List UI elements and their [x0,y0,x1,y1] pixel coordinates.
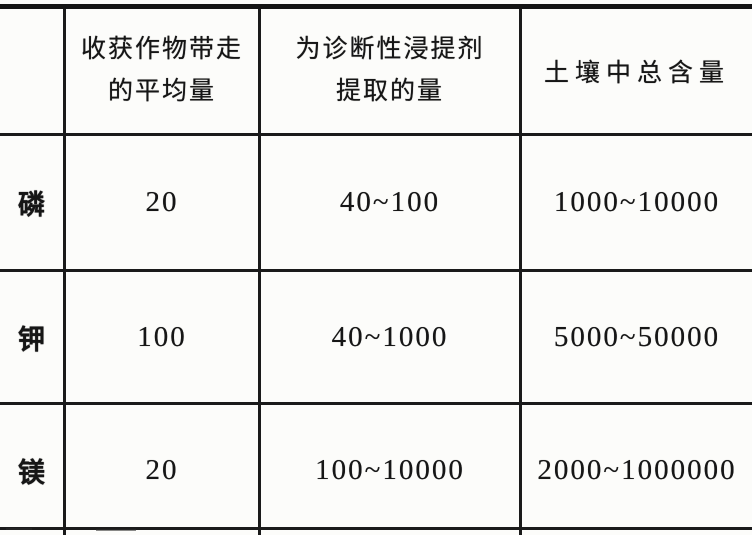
value-text: 2000~1000000 [537,453,737,486]
element-symbol: 镁 [18,457,45,488]
value-text: 20 [145,186,179,218]
value-text: 40~1000 [331,320,449,353]
scan-artifact [6,528,32,530]
scan-artifact [96,529,136,531]
element-symbol: 钾 [18,324,45,355]
value-text: 100 [137,320,187,353]
scan-artifact [64,440,66,500]
header-cell-empty [0,9,66,136]
soil-nutrient-table: 收获作物带走 的平均量 为诊断性浸提剂 提取的量 土壤中总含量 磷 20 40~… [0,4,752,535]
row-label-magnesium: 镁 [0,405,66,535]
value-text: 5000~50000 [553,320,721,353]
value-text: 100~10000 [315,453,465,486]
potassium-extractant-value: 40~1000 [261,272,522,405]
magnesium-total-value: 2000~1000000 [522,405,752,535]
element-symbol: 磷 [18,190,45,220]
phosphorus-avg-removed-value: 20 [66,136,261,272]
phosphorus-extractant-value: 40~100 [261,136,522,272]
header-total-in-soil-label: 土壤中总含量 [543,60,730,87]
header-avg-removed-line1: 收获作物带走 [80,36,243,63]
header-extractant-line1: 为诊断性浸提剂 [295,36,485,63]
phosphorus-total-value: 1000~10000 [522,136,752,272]
header-cell-extractant: 为诊断性浸提剂 提取的量 [261,9,522,136]
value-text: 20 [145,453,179,486]
potassium-avg-removed-value: 100 [66,272,261,405]
potassium-total-value: 5000~50000 [522,272,752,405]
value-text: 1000~10000 [553,186,721,218]
header-avg-removed-line2: 的平均量 [107,78,216,105]
magnesium-extractant-value: 100~10000 [261,405,522,535]
value-text: 40~100 [339,186,441,218]
header-cell-total-in-soil: 土壤中总含量 [522,9,752,136]
header-cell-avg-removed: 收获作物带走 的平均量 [66,9,261,136]
header-extractant-line2: 提取的量 [335,78,444,105]
row-label-potassium: 钾 [0,272,66,405]
row-label-phosphorus: 磷 [0,136,66,272]
magnesium-avg-removed-value: 20 [66,405,261,535]
